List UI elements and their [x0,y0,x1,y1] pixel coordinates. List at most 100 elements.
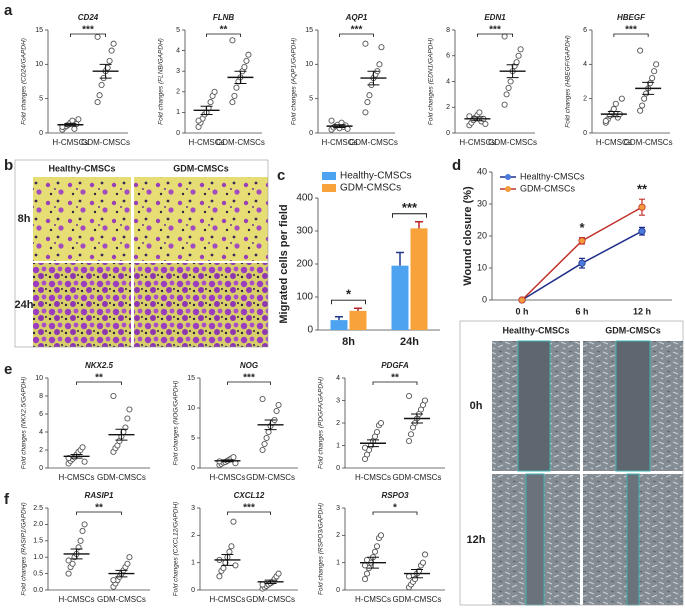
chart-title: CD24 [78,13,99,22]
chart-title: RSPO3 [381,491,409,500]
y-tick-label: 10 [35,375,43,382]
data-point [505,84,512,91]
data-point [651,68,658,75]
data-point [106,57,113,64]
data-point [65,570,72,577]
error-bar [367,556,379,569]
significance: ** [95,373,103,384]
significance: * [579,220,585,235]
data-point [265,428,272,436]
data-point [126,406,133,413]
significance-bracket [339,33,374,37]
data-point [230,518,237,525]
legend-marker [505,174,511,180]
data-point [361,562,369,569]
y-tick-label: 2 [176,89,180,96]
x-tick-label: GDM-CMSCs [81,138,130,147]
column-header: Healthy-CMSCs [48,163,115,173]
wound-images: Healthy-CMSCs GDM-CMSCs 0h 12h [459,320,684,606]
chart-title: HBEGF [617,13,646,22]
significance: ** [391,373,399,384]
data-point [245,51,252,58]
x-tick-label: GDM-CMSCs [488,138,537,147]
error-bar [115,428,128,441]
x-tick-label: GDM-CMSCs [97,473,146,482]
x-tick-label: H-CMSCs [355,595,391,604]
significance: * [393,503,397,514]
error-bar [234,70,247,85]
y-tick-label: 6 [39,411,43,418]
data-point [77,537,84,544]
frame [459,320,684,606]
data-point [261,440,268,448]
legend-label: GDM-CMSCs [340,183,401,194]
error-bar [264,579,277,584]
data-point [362,40,369,47]
panel-label: f [4,491,10,508]
y-tick-label: 20 [477,230,487,240]
x-tick-label: H-CMSCs [59,595,95,604]
data-point [98,81,105,88]
x-tick-label: H-CMSCs [209,595,245,604]
legend-label: Healthy-CMSCs [520,171,585,181]
y-tick-label: 1.5 [33,538,43,545]
data-point [233,84,240,91]
data-point [110,40,117,47]
data-point [405,392,413,400]
significance-bracket [227,511,271,515]
y-tick-label: 0.0 [33,587,43,594]
error-bar [333,124,346,129]
y-tick-label: 6 [446,53,450,60]
data-point [371,548,379,555]
migration-images: Healthy-CMSCs GDM-CMSCs 8h 24h [15,159,269,348]
data-point [377,532,385,539]
significance-bracket [372,381,418,385]
x-tick-label: 24h [400,336,419,348]
data-point [366,92,373,99]
data-point [216,573,223,580]
y-axis-label: Fold changes (RSPO3/GAPDH) [318,503,325,595]
data-point [578,259,586,267]
y-tick-label: 3 [336,505,340,512]
significance: *** [351,25,363,36]
y-axis-label: Fold changes (CD24/GAPDH) [21,38,28,125]
data-point [344,125,351,132]
chart-title: FLNB [213,13,235,22]
y-tick-label: 1 [336,442,340,449]
y-tick-label: 3 [336,397,340,404]
error-bar [411,413,423,424]
data-point [612,100,619,107]
y-tick-label: 1 [191,560,195,567]
data-point [75,116,82,123]
data-point [243,57,250,64]
data-point [259,581,266,588]
row-label: 0h [470,400,483,412]
y-axis-label: Fold changes (PDGFA/GAPDH) [318,377,325,469]
x-tick-label: GDM-CMSCs [393,595,442,604]
wound-gap [626,473,640,606]
data-point [507,78,514,85]
data-point [641,95,648,102]
data-point [126,554,133,561]
panel-label: d [452,157,461,174]
data-point [476,109,483,116]
x-tick-label: H-CMSCs [189,138,225,147]
data-point [81,521,88,528]
y-tick-label: 4 [336,375,340,382]
legend-swatch [322,184,336,192]
error-bar [115,569,128,578]
significance: *** [82,25,94,36]
significance: * [346,287,352,302]
y-tick-label: 15 [35,27,43,34]
x-tick-label: 6 h [575,306,588,316]
y-tick-label: 2 [336,532,340,539]
x-tick-label: GDM-CMSCs [216,138,265,147]
data-point [230,454,237,461]
y-axis-label: Wound closure (%) [462,186,474,286]
y-tick-label: 5 [176,27,180,34]
chart-title: AQP1 [345,13,368,22]
legend-marker [505,186,511,192]
data-point [482,120,489,128]
y-tick-label: 0 [191,465,195,472]
